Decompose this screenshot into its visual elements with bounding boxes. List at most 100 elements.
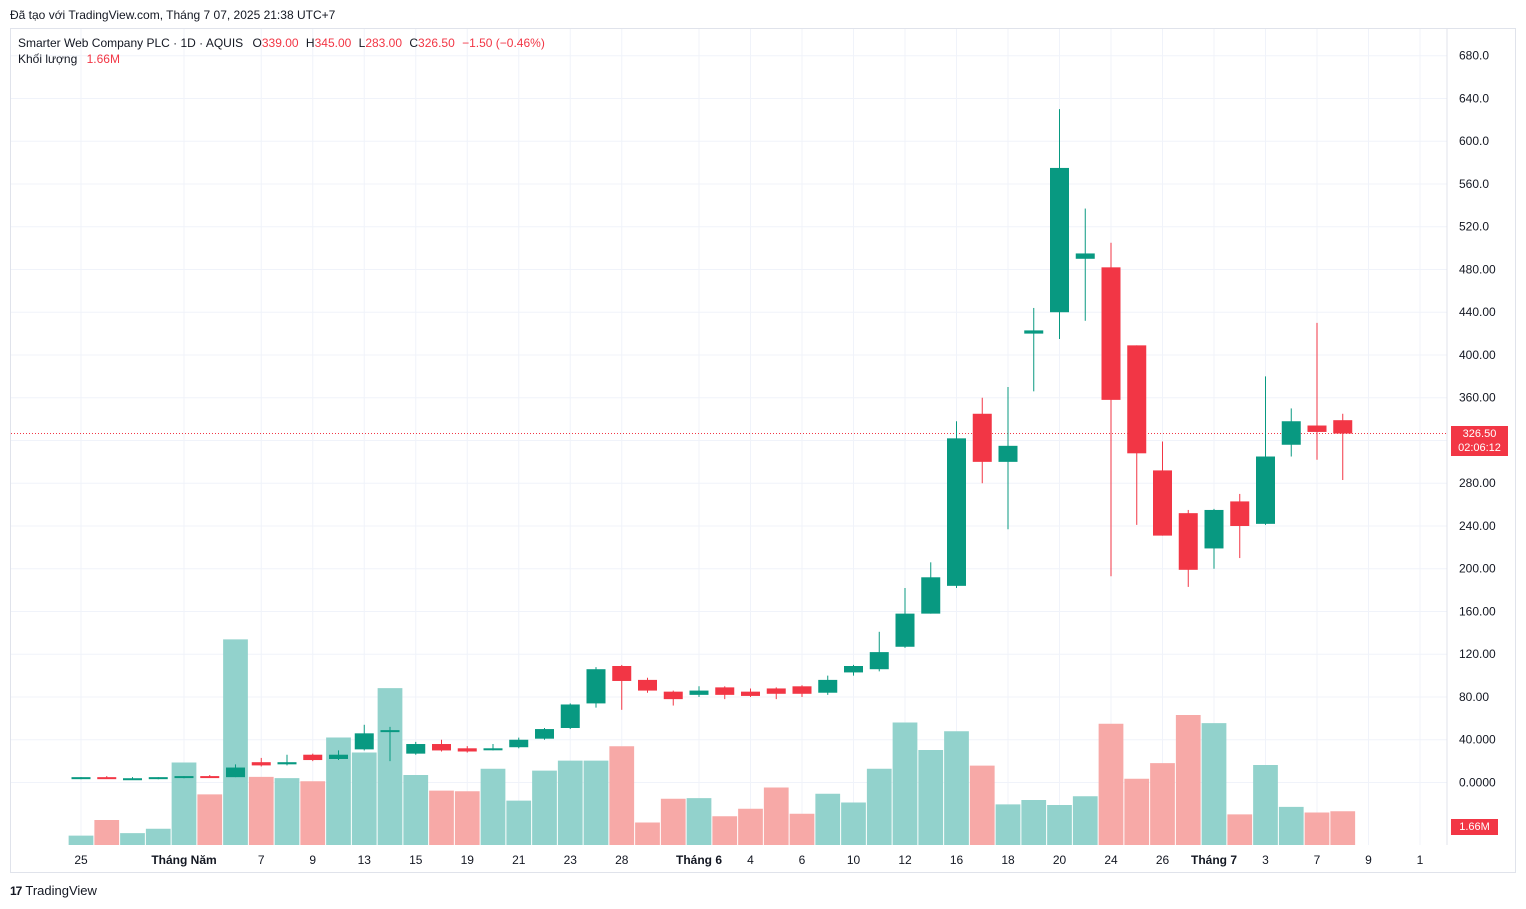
y-tick-label: 240.00 xyxy=(1459,519,1496,533)
candle-body xyxy=(1230,501,1250,526)
candle-body xyxy=(432,744,451,751)
tradingview-mark-icon: 17 xyxy=(10,883,22,898)
candle-body xyxy=(1178,513,1198,570)
candle-body xyxy=(174,776,194,779)
candle-body xyxy=(200,776,220,779)
close-value: 326.50 xyxy=(418,36,455,50)
y-tick-label: 600.0 xyxy=(1459,134,1489,148)
volume-bar xyxy=(120,833,145,845)
candle-body xyxy=(97,777,117,780)
chart-credit: Đã tạo với TradingView.com, Tháng 7 07, … xyxy=(10,8,336,22)
candle-body xyxy=(1204,509,1224,549)
candle-body xyxy=(766,688,786,694)
candle-body xyxy=(612,666,632,681)
x-tick-label: 1 xyxy=(1417,853,1424,867)
x-tick-label: Tháng 7 xyxy=(1191,853,1237,867)
candle-body xyxy=(741,691,760,696)
x-tick-label: 23 xyxy=(564,853,578,867)
x-tick-label: 18 xyxy=(1001,853,1015,867)
volume-bar xyxy=(248,776,274,845)
candle-body xyxy=(844,666,863,673)
x-tick-label: Tháng Năm xyxy=(151,853,216,867)
candle-body xyxy=(792,686,812,694)
bar-countdown: 02:06:12 xyxy=(1458,442,1501,454)
x-tick-label: 3 xyxy=(1262,853,1269,867)
candle-body xyxy=(972,413,992,462)
candle-body xyxy=(406,744,426,754)
volume-bar xyxy=(1227,814,1253,845)
tradingview-logo-text: TradingView xyxy=(25,883,97,898)
volume-bar xyxy=(738,808,763,845)
open-value: 339.00 xyxy=(261,36,299,50)
candle-body xyxy=(123,778,142,781)
volume-bar xyxy=(1175,715,1201,845)
volume-bar xyxy=(1072,796,1098,845)
volume-bar xyxy=(1253,765,1278,845)
x-tick-label: 24 xyxy=(1104,853,1118,867)
candle-body xyxy=(1333,420,1353,434)
y-tick-label: 80.00 xyxy=(1459,690,1489,704)
candle-body xyxy=(509,739,529,748)
volume-legend: Khối lượng 1.66M xyxy=(18,52,120,66)
x-tick-label: 21 xyxy=(512,853,526,867)
volume-bar xyxy=(274,778,300,845)
volume-label[interactable]: Khối lượng xyxy=(18,52,78,66)
candle-body xyxy=(226,767,245,778)
volume-bar xyxy=(454,791,480,845)
open-label: O xyxy=(252,36,262,50)
volume-bar xyxy=(351,752,377,845)
x-tick-label: 20 xyxy=(1053,853,1067,867)
volume-tag: 1.66M xyxy=(1451,819,1498,835)
x-tick-label: 9 xyxy=(309,853,316,867)
volume-bar xyxy=(841,802,866,845)
volume-bar xyxy=(635,822,660,845)
volume-bar xyxy=(480,768,506,845)
volume-bar xyxy=(171,762,197,845)
x-tick-label: 7 xyxy=(258,853,265,867)
high-value: 345.00 xyxy=(314,36,352,50)
candle-body xyxy=(1075,253,1095,259)
volume-bar xyxy=(377,688,403,845)
last-price-value: 326.50 xyxy=(1462,428,1497,440)
volume-bar xyxy=(892,722,918,845)
x-tick-label: 25 xyxy=(74,853,88,867)
volume-bar xyxy=(1150,763,1175,845)
low-value: 283.00 xyxy=(365,36,403,50)
candle-body xyxy=(947,438,966,586)
volume-bar xyxy=(789,813,815,845)
candle-body xyxy=(1153,470,1172,536)
volume-bar xyxy=(712,816,738,845)
x-tick-label: 4 xyxy=(747,853,754,867)
candle-body xyxy=(251,762,271,766)
candle-body xyxy=(1101,267,1121,400)
candle-body xyxy=(1050,167,1069,313)
candle-body xyxy=(1281,421,1301,445)
x-tick-label: 13 xyxy=(358,853,372,867)
volume-bar xyxy=(1124,778,1150,845)
tradingview-logo[interactable]: 17 TradingView xyxy=(10,883,97,898)
y-tick-label: 440.00 xyxy=(1459,305,1496,319)
volume-bar xyxy=(866,768,892,845)
y-tick-label: 680.0 xyxy=(1459,49,1489,63)
change-value: −1.50 (−0.46%) xyxy=(462,36,545,50)
y-tick-label: 400.00 xyxy=(1459,348,1496,362)
volume-bar xyxy=(94,820,120,845)
ohlc-legend: Smarter Web Company PLC · 1D · AQUIS O33… xyxy=(18,35,545,52)
volume-bar xyxy=(300,781,326,845)
y-tick-label: 640.0 xyxy=(1459,91,1489,105)
x-tick-label: 7 xyxy=(1314,853,1321,867)
volume-bar xyxy=(815,793,841,845)
volume-bar xyxy=(1304,812,1330,845)
volume-bar xyxy=(223,639,248,845)
candle-body xyxy=(457,748,477,752)
y-tick-label: 0.0000 xyxy=(1459,776,1496,790)
candle-body xyxy=(663,691,683,700)
candle-body xyxy=(71,777,91,780)
volume-bar xyxy=(763,787,789,845)
candle-body xyxy=(998,445,1018,462)
candle-body xyxy=(1307,425,1327,432)
symbol-name[interactable]: Smarter Web Company PLC · 1D · AQUIS xyxy=(18,36,244,50)
volume-bar xyxy=(1098,723,1124,845)
y-tick-label: 360.00 xyxy=(1459,391,1496,405)
